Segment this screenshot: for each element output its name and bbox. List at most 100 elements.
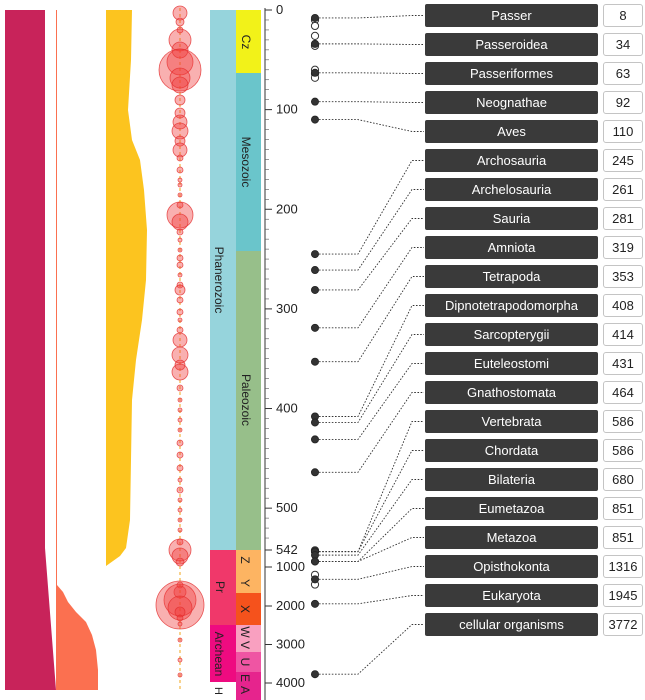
taxon-button-amniota[interactable]: Amniota <box>425 236 598 259</box>
connector-tetrapoda <box>319 276 424 363</box>
connector-lines <box>319 15 424 675</box>
axis-tick-label: 200 <box>276 201 298 216</box>
taxon-button-euteleostomi[interactable]: Euteleostomi <box>425 352 598 375</box>
node-sarcopterygii <box>310 418 319 427</box>
taxon-button-bilateria[interactable]: Bilateria <box>425 468 598 491</box>
taxon-button-vertebrata[interactable]: Vertebrata <box>425 410 598 433</box>
era-block <box>236 10 261 73</box>
connector-archosauria <box>319 160 424 255</box>
timeline-bubble <box>177 407 183 413</box>
taxon-button-passeroidea[interactable]: Passeroidea <box>425 33 598 56</box>
taxon-button-metazoa[interactable]: Metazoa <box>425 526 598 549</box>
taxon-button-archelosauria[interactable]: Archelosauria <box>425 178 598 201</box>
connector-dipnotetrapodomorpha <box>319 305 424 417</box>
timeline-bubble <box>176 154 184 162</box>
taxon-age-gnathostomata: 464 <box>603 381 643 404</box>
era-block <box>236 672 261 700</box>
era-label-cenozoic: Cz <box>239 35 253 50</box>
connector-eumetazoa <box>319 508 424 562</box>
taxon-button-eukaryota[interactable]: Eukaryota <box>425 584 598 607</box>
taxon-button-passeriformes[interactable]: Passeriformes <box>425 62 598 85</box>
timeline-bubble <box>177 497 183 503</box>
taxon-age-vertebrata: 586 <box>603 410 643 433</box>
taxon-button-sauria[interactable]: Sauria <box>425 207 598 230</box>
axis-tick-label: 4000 <box>276 675 305 690</box>
eon-label-hadean: H <box>212 687 224 695</box>
node-archelosauria <box>310 266 319 275</box>
axis-tick-label: 542 <box>276 542 298 557</box>
timeline-bubble <box>175 557 185 567</box>
timeline-bubble <box>171 41 189 59</box>
era-block <box>236 625 261 652</box>
taxon-button-dipnotetrapodomorpha[interactable]: Dipnotetrapodomorpha <box>425 294 598 317</box>
axis-tick-label: 1000 <box>276 559 305 574</box>
timeline-bubble <box>172 114 188 130</box>
taxon-button-eumetazoa[interactable]: Eumetazoa <box>425 497 598 520</box>
timeline-bubble <box>177 317 183 323</box>
taxon-button-sarcopterygii[interactable]: Sarcopterygii <box>425 323 598 346</box>
taxon-button-passer[interactable]: Passer <box>425 4 598 27</box>
connector-eukaryota <box>319 595 424 605</box>
eon-band: Phanerozoic Pr Archean H <box>210 10 236 700</box>
taxon-button-opisthokonta[interactable]: Opisthokonta <box>425 555 598 578</box>
taxon-age-sarcopterygii: 414 <box>603 323 643 346</box>
timeline-bubble <box>176 261 184 269</box>
taxon-age-opisthokonta: 1316 <box>603 555 643 578</box>
node-gnathostomata <box>310 468 319 477</box>
era-block <box>236 251 261 550</box>
taxon-age-neognathae: 92 <box>603 91 643 114</box>
axis-tick-label: 100 <box>276 102 298 117</box>
timeline-bubble <box>176 384 184 392</box>
axis-tick-label: 2000 <box>276 598 305 613</box>
crimson-diversity-profile <box>5 10 56 690</box>
taxon-button-tetrapoda[interactable]: Tetrapoda <box>425 265 598 288</box>
node-sauria <box>310 285 319 294</box>
taxon-age-eumetazoa: 851 <box>603 497 643 520</box>
timeline-bubble <box>174 359 186 371</box>
eon-block <box>210 10 236 550</box>
taxon-nodes <box>310 13 320 679</box>
node-euteleostomi <box>310 435 319 444</box>
connector-neognathae <box>319 101 424 103</box>
bubble-timeline <box>155 5 205 690</box>
taxon-age-passeroidea: 34 <box>603 33 643 56</box>
taxon-button-chordata[interactable]: Chordata <box>425 439 598 462</box>
taxon-age-passer: 8 <box>603 4 643 27</box>
era-label-y: Y <box>238 579 252 587</box>
connector-opisthokonta <box>319 566 424 580</box>
era-label-a: A <box>238 686 252 694</box>
timeline-bubble <box>177 427 183 433</box>
timeline-bubble <box>168 538 192 562</box>
timeline-bubble <box>177 417 183 423</box>
connector-metazoa <box>319 537 424 562</box>
era-label-x: X <box>238 605 252 613</box>
time-axis: 0 100 200 300 400 500 542 1000 2000 3000 4000 <box>264 2 305 700</box>
timeline-bubble <box>173 585 187 599</box>
taxon-button-cellular-organisms[interactable]: cellular organisms <box>425 613 598 636</box>
era-label-v: V <box>238 641 252 649</box>
era-label-e: E <box>238 674 252 682</box>
connector-aves <box>319 119 424 132</box>
taxon-age-dipnotetrapodomorpha: 408 <box>603 294 643 317</box>
timeline-bubble <box>177 192 183 198</box>
timeline-bubble <box>176 166 184 174</box>
taxon-button-neognathae[interactable]: Neognathae <box>425 91 598 114</box>
connector-passer <box>319 15 424 19</box>
taxon-button-aves[interactable]: Aves <box>425 120 598 143</box>
node-tetrapoda <box>310 357 319 366</box>
taxon-age-tetrapoda: 353 <box>603 265 643 288</box>
axis-tick-label: 300 <box>276 301 298 316</box>
timeline-bubble <box>176 296 184 304</box>
eon-label-proterozoic: Pr <box>213 581 227 593</box>
taxon-button-gnathostomata[interactable]: Gnathostomata <box>425 381 598 404</box>
taxon-age-aves: 110 <box>603 120 643 143</box>
taxon-button-archosauria[interactable]: Archosauria <box>425 149 598 172</box>
connector-sarcopterygii <box>319 334 424 423</box>
node-passeroidea <box>310 39 319 48</box>
timeline-bubble <box>177 397 183 403</box>
timeline-bubble <box>176 614 184 622</box>
taxon-age-bilateria: 680 <box>603 468 643 491</box>
taxon-age-sauria: 281 <box>603 207 643 230</box>
timeline-bubble <box>172 142 188 158</box>
